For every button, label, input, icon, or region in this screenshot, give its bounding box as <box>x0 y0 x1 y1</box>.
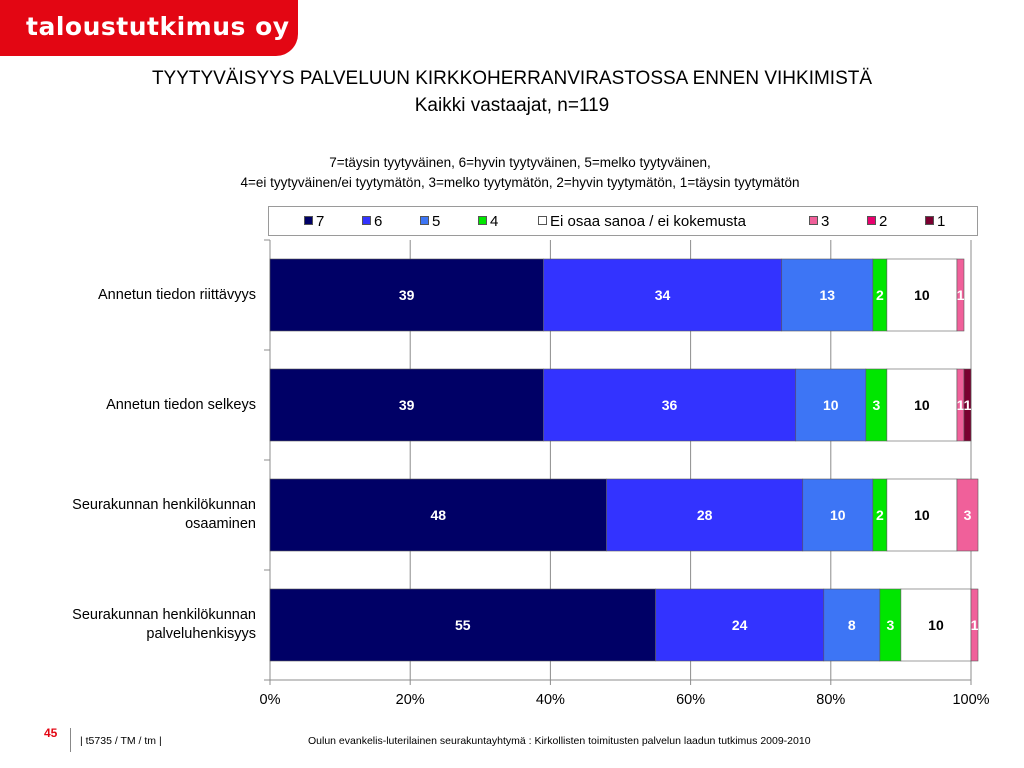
bar-segment <box>956 478 979 552</box>
data-label: 28 <box>697 507 713 523</box>
legend-item: 1 <box>925 213 945 230</box>
data-label: 10 <box>823 397 839 413</box>
data-label: 3 <box>872 397 880 413</box>
footer-divider <box>70 728 71 752</box>
data-label: 1 <box>957 397 965 413</box>
scale-description-line1: 7=täysin tyytyväinen, 6=hyvin tyytyväine… <box>329 155 711 170</box>
legend-swatch <box>538 216 547 225</box>
legend-label: 1 <box>937 213 946 230</box>
legend-swatch <box>809 216 818 225</box>
data-label: 2 <box>876 287 884 303</box>
legend-swatch <box>420 216 429 225</box>
legend-label: 2 <box>879 213 888 230</box>
bar-segment <box>269 588 656 662</box>
footer-study-name: Oulun evankelis-luterilainen seurakuntay… <box>308 735 811 747</box>
data-label: 3 <box>964 507 972 523</box>
x-tick-label: 60% <box>676 692 705 708</box>
chart-title: TYYTYVÄISYYS PALVELUUN KIRKKOHERRANVIRAS… <box>151 68 873 89</box>
data-label: 3 <box>886 617 894 633</box>
bar-segment <box>900 588 972 662</box>
x-tick-label: 0% <box>260 692 281 708</box>
x-tick-label: 100% <box>952 692 989 708</box>
bar-segment <box>606 478 804 552</box>
page-number: 45 <box>44 726 58 740</box>
data-label: 10 <box>914 287 930 303</box>
data-label: 39 <box>399 397 415 413</box>
data-label: 48 <box>430 507 446 523</box>
bar-segment <box>655 588 825 662</box>
data-label: 1 <box>957 287 965 303</box>
legend-label: 6 <box>374 213 383 230</box>
legend-label: 7 <box>316 213 325 230</box>
bar-segment <box>823 588 881 662</box>
legend-item: 3 <box>809 213 829 230</box>
bar-segment <box>886 258 958 332</box>
footer-project-code: | t5735 / TM / tm | <box>80 735 162 747</box>
legend-swatch <box>867 216 876 225</box>
category-label: Annetun tiedon riittävyys <box>98 286 256 303</box>
data-label: 8 <box>848 617 856 633</box>
bar-segment <box>543 368 797 442</box>
legend-swatch <box>362 216 371 225</box>
bar-segment <box>886 368 958 442</box>
data-label: 10 <box>914 397 930 413</box>
bar-segment <box>956 258 965 332</box>
data-label: 55 <box>455 617 471 633</box>
legend-swatch <box>304 216 313 225</box>
data-label: 10 <box>928 617 944 633</box>
legend-label: Ei osaa sanoa / ei kokemusta <box>550 213 746 230</box>
legend-item: 4 <box>478 213 498 230</box>
data-label: 24 <box>732 617 748 633</box>
x-tick-label: 20% <box>396 692 425 708</box>
data-label: 10 <box>914 507 930 523</box>
data-label: 36 <box>662 397 678 413</box>
data-label: 1 <box>964 397 972 413</box>
category-label: Seurakunnan henkilökunnan osaaminen <box>72 497 256 532</box>
legend-item: 7 <box>304 213 324 230</box>
data-label: 34 <box>655 287 671 303</box>
legend-swatch <box>925 216 934 225</box>
legend-label: 3 <box>821 213 830 230</box>
brand-logo: taloustutkimus oy <box>0 0 298 56</box>
data-label: 1 <box>971 617 979 633</box>
data-label: 13 <box>820 287 836 303</box>
x-tick-label: 80% <box>816 692 845 708</box>
legend-item: Ei osaa sanoa / ei kokemusta <box>538 213 746 230</box>
bar-segment <box>269 478 607 552</box>
bar-segment <box>802 478 874 552</box>
data-label: 2 <box>876 507 884 523</box>
legend-label: 5 <box>432 213 441 230</box>
data-label: 10 <box>830 507 846 523</box>
scale-description-line2: 4=ei tyytyväinen/ei tyytymätön, 3=melko … <box>240 175 800 190</box>
bar-segment <box>970 588 979 662</box>
data-label: 39 <box>399 287 415 303</box>
category-label: Seurakunnan henkilökunnan palveluhenkisy… <box>72 607 256 642</box>
legend-label: 4 <box>490 213 499 230</box>
category-label: Annetun tiedon selkeys <box>106 396 256 413</box>
bar-segment <box>269 258 544 332</box>
bar-segment <box>886 478 958 552</box>
chart-subtitle: Kaikki vastaajat, n=119 <box>414 95 610 116</box>
legend-item: 2 <box>867 213 887 230</box>
legend-item: 5 <box>420 213 440 230</box>
x-tick-label: 40% <box>536 692 565 708</box>
bar-segment <box>269 368 544 442</box>
bar-segment <box>795 368 867 442</box>
bar-segment <box>963 368 972 442</box>
legend-item: 6 <box>362 213 382 230</box>
legend-swatch <box>478 216 487 225</box>
chart-legend: 7 6 5 4 Ei osaa sanoa / ei kokemusta 3 2 1 <box>268 206 978 236</box>
